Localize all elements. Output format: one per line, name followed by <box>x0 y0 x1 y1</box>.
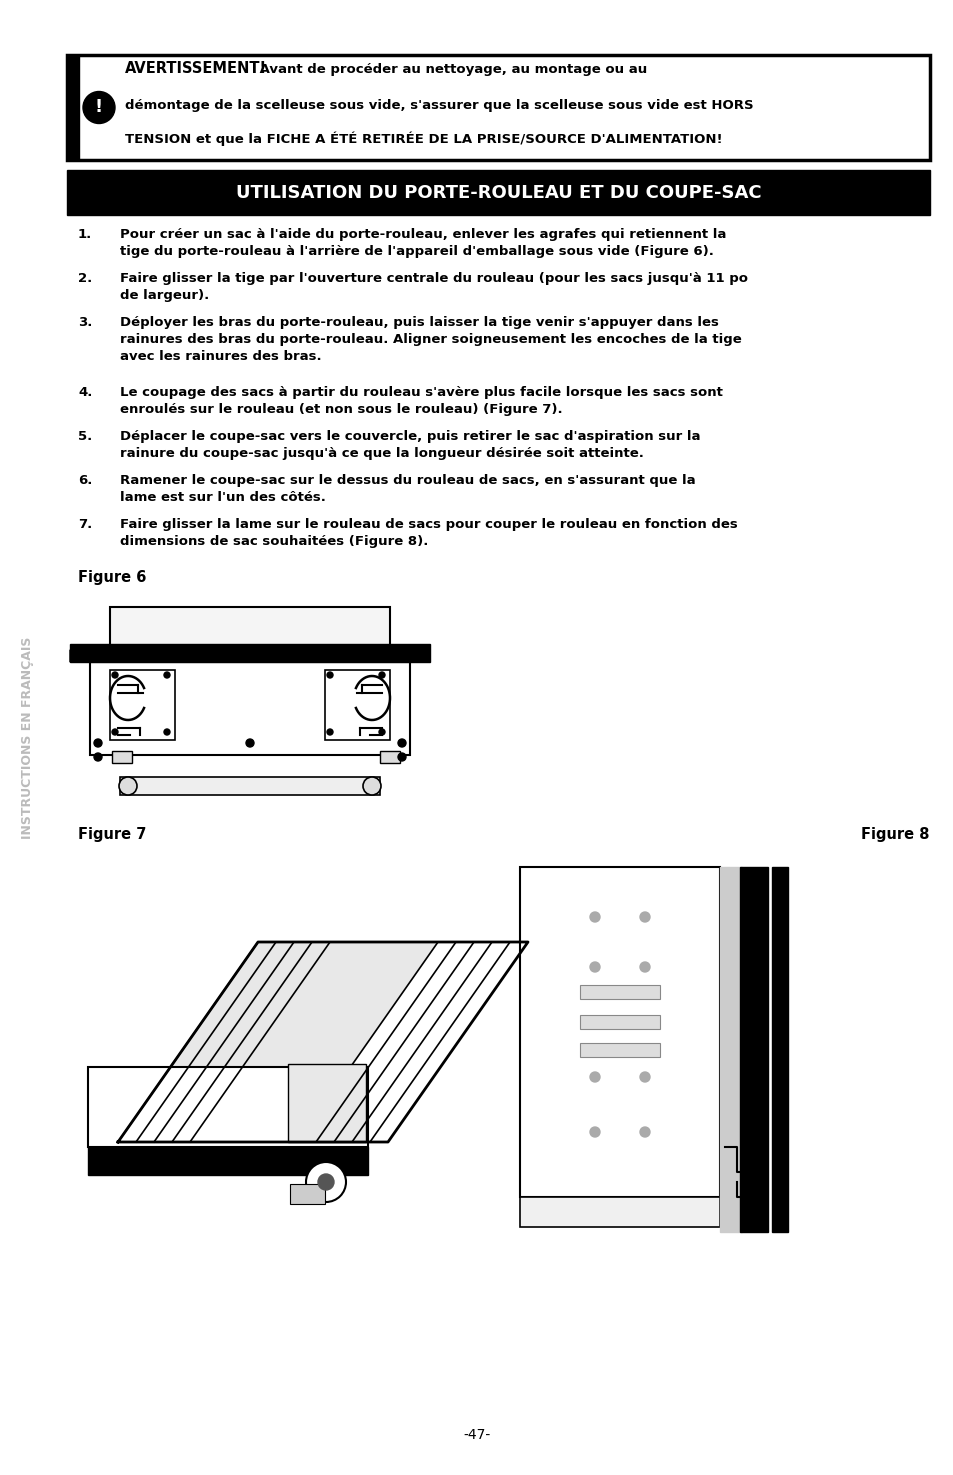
Text: -47-: -47- <box>463 1428 490 1443</box>
Circle shape <box>378 729 385 735</box>
Bar <box>120 777 379 795</box>
Circle shape <box>317 1174 334 1190</box>
Bar <box>579 985 659 999</box>
Circle shape <box>83 91 115 124</box>
Circle shape <box>112 673 118 678</box>
Text: UTILISATION DU PORTE-ROULEAU ET DU COUPE-SAC: UTILISATION DU PORTE-ROULEAU ET DU COUPE… <box>235 183 760 202</box>
Bar <box>67 170 929 215</box>
Circle shape <box>397 739 406 746</box>
Text: Ramener le coupe-sac sur le dessus du rouleau de sacs, en s'assurant que la
lame: Ramener le coupe-sac sur le dessus du ro… <box>120 473 695 504</box>
Text: Faire glisser la tige par l'ouverture centrale du rouleau (pour les sacs jusqu'à: Faire glisser la tige par l'ouverture ce… <box>120 271 747 302</box>
Circle shape <box>327 729 333 735</box>
Text: Avant de procéder au nettoyage, au montage ou au: Avant de procéder au nettoyage, au monta… <box>254 63 646 77</box>
Circle shape <box>363 777 380 795</box>
Bar <box>110 670 174 740</box>
Bar <box>88 1066 368 1148</box>
Circle shape <box>397 754 406 761</box>
Text: Déplacer le coupe-sac vers le couvercle, puis retirer le sac d'aspiration sur la: Déplacer le coupe-sac vers le couvercle,… <box>120 431 700 460</box>
Circle shape <box>589 1127 599 1137</box>
Circle shape <box>378 673 385 678</box>
Circle shape <box>639 1016 649 1027</box>
Bar <box>70 645 430 662</box>
Text: 2.: 2. <box>78 271 92 285</box>
Text: INSTRUCTIONS EN FRANÇAIS: INSTRUCTIONS EN FRANÇAIS <box>22 636 34 839</box>
Circle shape <box>112 729 118 735</box>
Polygon shape <box>118 943 437 1142</box>
Text: Faire glisser la lame sur le rouleau de sacs pour couper le rouleau en fonction : Faire glisser la lame sur le rouleau de … <box>120 518 737 549</box>
Bar <box>325 670 390 740</box>
Text: 4.: 4. <box>78 386 92 400</box>
Bar <box>519 1198 720 1227</box>
Bar <box>110 608 390 655</box>
Text: Pour créer un sac à l'aide du porte-rouleau, enlever les agrafes qui retiennent : Pour créer un sac à l'aide du porte-roul… <box>120 229 725 258</box>
Text: Figure 8: Figure 8 <box>861 827 929 842</box>
Text: 3.: 3. <box>78 316 92 329</box>
Circle shape <box>246 739 253 746</box>
Bar <box>519 867 720 1198</box>
Circle shape <box>94 739 102 746</box>
Polygon shape <box>70 650 95 662</box>
Bar <box>67 55 929 159</box>
Bar <box>740 867 767 1232</box>
Text: Figure 6: Figure 6 <box>78 569 146 586</box>
Bar <box>290 1184 325 1204</box>
Bar <box>379 751 399 763</box>
Bar <box>67 55 79 159</box>
Text: AVERTISSEMENT!: AVERTISSEMENT! <box>125 60 267 77</box>
Circle shape <box>589 1072 599 1083</box>
Text: TENSION et que la FICHE A ÉTÉ RETIRÉE DE LA PRISE/SOURCE D'ALIMENTATION!: TENSION et que la FICHE A ÉTÉ RETIRÉE DE… <box>125 131 721 146</box>
Circle shape <box>589 912 599 922</box>
Text: !: ! <box>95 99 103 117</box>
Bar <box>720 867 741 1232</box>
Circle shape <box>589 1016 599 1027</box>
Circle shape <box>306 1162 346 1202</box>
Text: Déployer les bras du porte-rouleau, puis laisser la tige venir s'appuyer dans le: Déployer les bras du porte-rouleau, puis… <box>120 316 741 363</box>
Text: Figure 7: Figure 7 <box>78 827 146 842</box>
Text: 5.: 5. <box>78 431 92 442</box>
Bar <box>579 1043 659 1058</box>
Circle shape <box>639 1072 649 1083</box>
Circle shape <box>327 673 333 678</box>
Circle shape <box>164 673 170 678</box>
Bar <box>112 751 132 763</box>
Circle shape <box>164 729 170 735</box>
Bar <box>579 1015 659 1030</box>
Circle shape <box>119 777 137 795</box>
Text: démontage de la scelleuse sous vide, s'assurer que la scelleuse sous vide est HO: démontage de la scelleuse sous vide, s'a… <box>125 99 753 112</box>
Text: Le coupage des sacs à partir du rouleau s'avère plus facile lorsque les sacs son: Le coupage des sacs à partir du rouleau … <box>120 386 722 416</box>
Text: 7.: 7. <box>78 518 92 531</box>
Circle shape <box>639 912 649 922</box>
Text: 6.: 6. <box>78 473 92 487</box>
Bar <box>88 1148 368 1176</box>
Bar <box>288 1063 366 1142</box>
Circle shape <box>639 1127 649 1137</box>
Bar <box>771 867 787 1232</box>
Circle shape <box>589 962 599 972</box>
Bar <box>90 662 410 755</box>
Circle shape <box>639 962 649 972</box>
Circle shape <box>94 754 102 761</box>
Text: 1.: 1. <box>78 229 92 240</box>
